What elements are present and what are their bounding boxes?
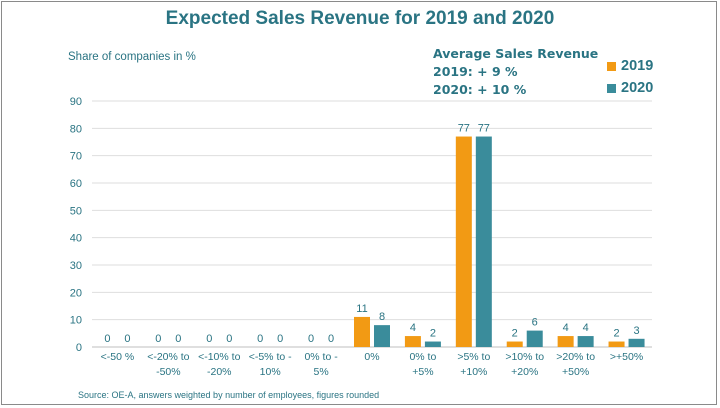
data-label-2019: 0 (104, 333, 110, 345)
data-label-2019: 4 (410, 322, 416, 334)
data-label-2019: 0 (206, 333, 212, 345)
legend-swatch-2019 (607, 61, 616, 71)
bar-2020 (374, 325, 390, 347)
bar-2019 (608, 341, 625, 347)
legend: 2019 2020 (607, 55, 653, 99)
data-label-2020: 0 (328, 333, 334, 345)
y-tick-label: 40 (70, 233, 82, 245)
y-tick-label: 80 (70, 123, 82, 135)
source-note: Source: OE-A, answers weighted by number… (78, 390, 380, 400)
y-tick-label: 30 (70, 260, 82, 272)
average-annotation: Average Sales Revenue 2019: + 9 % 2020: … (433, 45, 598, 99)
data-label-2020: 2 (430, 328, 436, 340)
data-label-2019: 0 (257, 333, 263, 345)
data-label-2020: 0 (124, 333, 130, 345)
data-label-2020: 6 (532, 317, 538, 329)
y-tick-label: 0 (76, 342, 82, 354)
bar-2020 (577, 336, 594, 347)
data-label-2019: 2 (613, 328, 619, 340)
y-tick-label: 50 (70, 205, 82, 217)
data-label-2019: 2 (512, 328, 518, 340)
legend-label-2020: 2020 (621, 80, 654, 96)
bar-2020 (526, 330, 543, 347)
y-tick-label: 60 (70, 178, 82, 190)
x-tick-label: 0% to -5% (304, 351, 338, 378)
legend-swatch-2020 (607, 83, 616, 93)
data-label-2020: 8 (379, 311, 385, 323)
x-tick-label: <-20% to -50% (147, 351, 189, 378)
data-label-2020: 77 (478, 123, 490, 135)
y-axis-label: Share of companies in % (68, 51, 196, 63)
x-tick-label: >10% to +20% (505, 351, 544, 378)
x-tick-label: <-50 % (101, 351, 135, 363)
x-tick-label: <-5% to -10% (249, 351, 292, 378)
legend-item-2020: 2020 (607, 77, 653, 99)
bar-2020 (628, 338, 645, 347)
data-label-2020: 0 (277, 333, 283, 345)
bar-2019 (404, 336, 421, 347)
bar-2019 (506, 341, 523, 347)
bar-2019 (354, 316, 370, 347)
x-tick-label: <-10% to -20% (198, 351, 240, 378)
data-label-2020: 0 (226, 333, 232, 345)
data-label-2020: 0 (175, 333, 181, 345)
x-tick-label: 0% (364, 351, 379, 363)
data-label-2020: 3 (633, 325, 639, 337)
y-tick-label: 70 (70, 151, 82, 163)
average-annotation-2020: 2020: + 10 % (433, 82, 527, 97)
y-tick-label: 20 (70, 287, 82, 299)
y-tick-label: 90 (70, 96, 82, 108)
x-tick-label: 0% to +5% (409, 351, 436, 378)
data-label-2019: 0 (155, 333, 161, 345)
chart-title: Expected Sales Revenue for 2019 and 2020 (165, 8, 555, 29)
bar-2020 (424, 341, 441, 347)
bar-2019 (557, 336, 574, 347)
x-tick-label: >5% to +10% (457, 351, 490, 378)
average-annotation-title: Average Sales Revenue (433, 46, 599, 61)
bar-2019 (455, 136, 472, 347)
data-label-2020: 4 (583, 322, 589, 334)
data-label-2019: 4 (563, 322, 569, 334)
data-label-2019: 0 (308, 333, 314, 345)
average-annotation-2019: 2019: + 9 % (433, 64, 518, 79)
y-tick-label: 10 (70, 315, 82, 327)
legend-label-2019: 2019 (621, 58, 654, 74)
x-tick-label: >+50% (610, 351, 643, 363)
bar-2020 (475, 136, 492, 347)
data-label-2019: 77 (458, 123, 470, 135)
x-tick-label: >20% to +50% (556, 351, 595, 378)
data-label-2019: 11 (356, 303, 367, 315)
legend-item-2019: 2019 (607, 55, 653, 77)
